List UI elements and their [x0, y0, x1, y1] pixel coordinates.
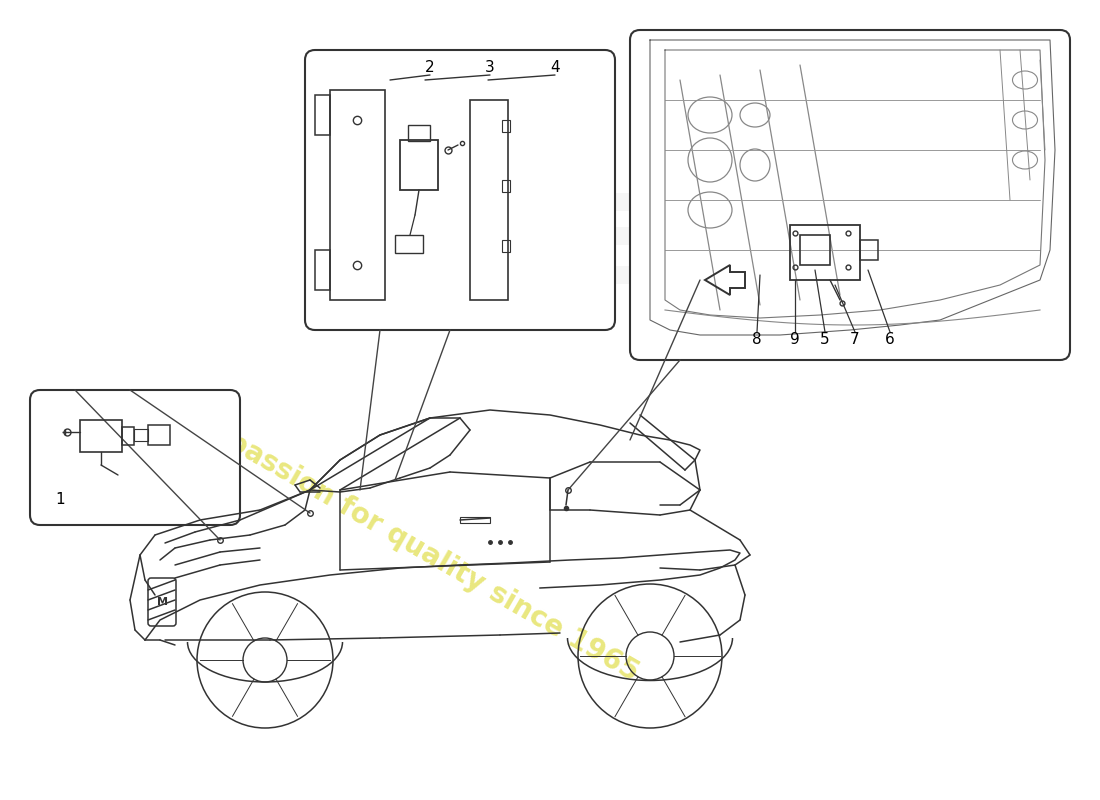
Text: EPC: EPC [565, 190, 835, 310]
Text: 2: 2 [426, 61, 434, 75]
Text: 5: 5 [821, 333, 829, 347]
Bar [315, 95, 330, 135]
Bar [502, 240, 510, 252]
Bar [395, 235, 424, 253]
Text: 6: 6 [886, 333, 895, 347]
Bar [860, 240, 878, 260]
Text: 1965: 1965 [772, 153, 927, 207]
Bar [80, 420, 122, 452]
Bar [502, 120, 510, 132]
Text: 8: 8 [752, 333, 762, 347]
Text: M: M [156, 597, 167, 607]
FancyBboxPatch shape [30, 390, 240, 525]
Text: a passion for quality since 1965: a passion for quality since 1965 [197, 413, 644, 687]
FancyBboxPatch shape [305, 50, 615, 330]
Bar [315, 250, 330, 290]
Bar [330, 90, 385, 300]
Bar [400, 140, 438, 190]
Bar [790, 225, 860, 280]
Text: 3: 3 [485, 61, 495, 75]
Bar [470, 100, 508, 300]
FancyBboxPatch shape [630, 30, 1070, 360]
Bar [148, 425, 170, 445]
Bar [122, 427, 134, 445]
Text: 4: 4 [550, 61, 560, 75]
Bar [408, 125, 430, 141]
Text: 1: 1 [55, 493, 65, 507]
Text: 7: 7 [850, 333, 860, 347]
Bar [134, 429, 148, 441]
Bar [800, 235, 830, 265]
Text: 9: 9 [790, 333, 800, 347]
Bar [460, 517, 490, 523]
Bar [502, 180, 510, 192]
